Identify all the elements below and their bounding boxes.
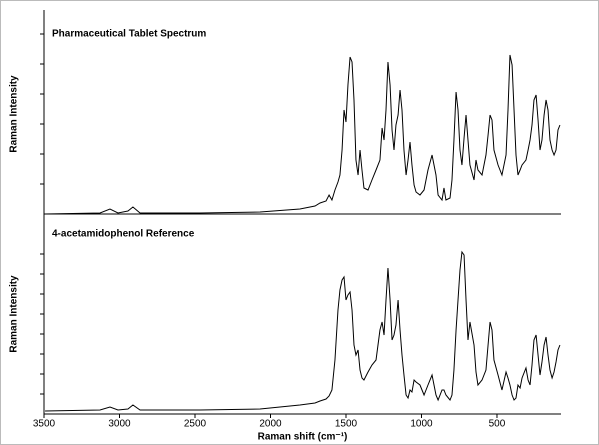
spectrum-line xyxy=(45,250,561,412)
spectrum-line xyxy=(45,54,561,215)
y-axis-label: Raman Intensity xyxy=(9,275,20,353)
x-tick-label: 2500 xyxy=(184,419,207,430)
x-tick-label: 3500 xyxy=(33,419,56,430)
panel-title: 4-acetamidophenol Reference xyxy=(52,229,195,240)
x-tick-label: 1500 xyxy=(335,419,358,430)
x-axis-label: Raman shift (cm⁻¹) xyxy=(258,432,348,443)
x-tick-label: 1000 xyxy=(410,419,433,430)
y-axis-label: Raman Intensity xyxy=(9,75,20,153)
x-tick-label: 3000 xyxy=(108,419,131,430)
x-tick-label: 2000 xyxy=(259,419,282,430)
panel-title: Pharmaceutical Tablet Spectrum xyxy=(52,29,206,40)
x-tick-label: 500 xyxy=(489,419,506,430)
